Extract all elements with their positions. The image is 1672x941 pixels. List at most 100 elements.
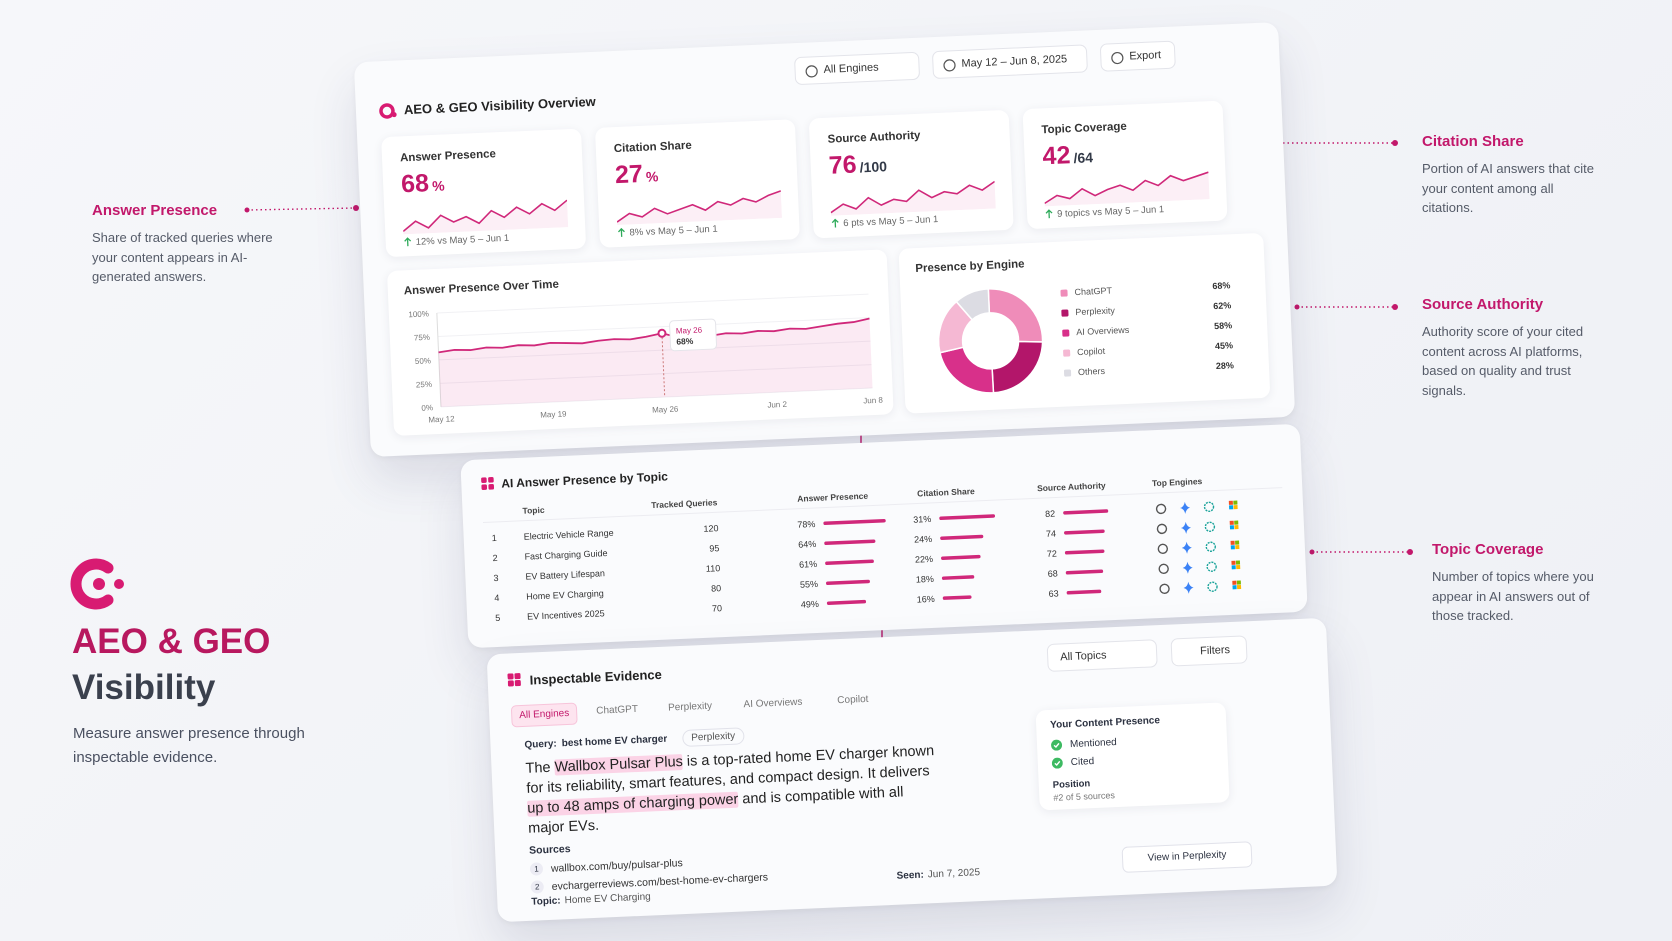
engine-icon	[1206, 561, 1217, 572]
engine-icon	[1232, 580, 1237, 585]
topic-table: AI Answer Presence by Topic Topic Tracked …	[481, 469, 1283, 623]
engine-tab[interactable]: Perplexity	[667, 700, 713, 714]
grid-line	[439, 364, 872, 384]
table-cell: 61%	[799, 559, 817, 570]
legend-label: Copilot	[1077, 346, 1106, 357]
brand-logo	[70, 558, 124, 610]
icon-shape	[943, 59, 956, 72]
filters-button[interactable]: Filters	[1170, 635, 1248, 667]
answer-segment: The	[525, 759, 555, 777]
engine-icon	[1183, 581, 1194, 594]
kpi-value: 27%	[614, 159, 658, 190]
table-cell: EV Incentives 2025	[527, 608, 605, 621]
line-chart: Answer Presence Over Time 0% 25% 50% 75% 100%…	[404, 279, 884, 425]
x-tick-label: May 12	[428, 414, 455, 424]
table-cell: 16%	[917, 594, 935, 605]
table-cell: Home EV Charging	[526, 588, 604, 601]
value-label: 28%	[1216, 360, 1234, 371]
callout-text: Number of topics where you appear in AI …	[1432, 569, 1594, 623]
engine-filter[interactable]: All Engines	[794, 51, 921, 86]
position-label: Position	[1052, 778, 1091, 791]
topic-row: Topic: Home EV Charging	[531, 892, 651, 908]
x-tick-label: Jun 8	[863, 396, 883, 406]
engine-tab[interactable]: AI Overviews	[743, 696, 803, 711]
engine-tab[interactable]: All Engines	[510, 702, 578, 728]
sparkline-line	[830, 180, 996, 214]
legend-swatch	[1063, 369, 1072, 377]
dot	[353, 205, 359, 211]
legend-label: AI Overviews	[1076, 325, 1130, 337]
engine-icon	[1236, 584, 1242, 590]
tooltip-label: May 26	[676, 325, 703, 335]
donut-segment	[991, 340, 1044, 394]
source-url[interactable]: evchargerreviews.com/best-home-ev-charge…	[551, 870, 769, 893]
seen-value: Jun 7, 2025	[927, 867, 981, 881]
tooltip-box	[669, 318, 717, 352]
logo-arc	[70, 558, 114, 610]
kpi-unit: /100	[859, 158, 888, 176]
source-row: 1 wallbox.com/buy/pulsar-plus	[529, 856, 683, 876]
source-number: 2	[530, 880, 545, 894]
presence-label: Cited	[1070, 756, 1095, 769]
table-cell: 68	[1048, 568, 1058, 578]
source-url[interactable]: wallbox.com/buy/pulsar-plus	[550, 856, 683, 875]
brand-title: Visibility	[72, 668, 216, 707]
bar	[824, 539, 876, 546]
engine-tab[interactable]: Copilot	[837, 693, 869, 707]
callout-text: Authority score of your cited content ac…	[1422, 324, 1584, 398]
engine-icon	[1157, 543, 1169, 555]
column-header: Source Authority	[1037, 480, 1106, 493]
position-value: #2 of 5 sources	[1053, 790, 1116, 803]
arrow-up	[404, 237, 412, 247]
callout-text: Portion of AI answers that cite your con…	[1422, 161, 1594, 215]
seen-row: Seen: Jun 7, 2025	[896, 867, 980, 882]
date-filter[interactable]: May 12 – Jun 8, 2025	[931, 44, 1088, 80]
engine-icon	[1235, 540, 1240, 545]
bar	[941, 575, 975, 580]
table-cell: 3	[493, 573, 498, 583]
query-text: best home EV charger	[561, 733, 668, 750]
query-label: Query:	[524, 738, 558, 751]
table-cell: 72	[1047, 548, 1057, 558]
kpi-label: Source Authority	[827, 129, 921, 146]
engine-icon	[1181, 541, 1192, 554]
panel-logo	[379, 103, 397, 119]
kpi-number: 68	[400, 169, 430, 199]
kpi-value: 68%	[401, 169, 445, 200]
icon	[805, 65, 818, 78]
kpi-number: 27	[614, 159, 644, 190]
engine-icon	[1229, 525, 1235, 530]
topic-label: Topic:	[531, 895, 561, 908]
dot	[244, 207, 250, 213]
panel-title: AEO & GEO Visibility Overview	[403, 93, 597, 118]
kpi-value: 42/64	[1042, 140, 1093, 171]
kpi-change: 12% vs May 5 – Jun 1	[415, 232, 510, 248]
export-button[interactable]: Export	[1099, 40, 1176, 72]
y-tick-label: 50%	[415, 356, 431, 366]
table-cell: 22%	[915, 554, 933, 565]
line-chart-card: Answer Presence Over Time 0% 25% 50% 75% 100%…	[386, 249, 894, 436]
view-button[interactable]: View in Perplexity	[1121, 841, 1253, 873]
overview-panel: AEO & GEO Visibility Overview All Engines…	[353, 22, 1296, 457]
tooltip-guide	[661, 333, 666, 398]
table-cell: Electric Vehicle Range	[523, 528, 613, 542]
topic-filter[interactable]: All Topics	[1046, 639, 1158, 672]
tooltip-value: 68%	[676, 336, 694, 347]
table-title: AI Answer Presence by Topic	[501, 469, 669, 490]
bar	[826, 599, 867, 605]
sparkline	[616, 190, 783, 226]
kpi-label: Citation Share	[613, 139, 693, 156]
arrow-up	[1045, 209, 1053, 219]
sparkline	[830, 180, 996, 216]
engine-icon	[1232, 585, 1237, 590]
bar	[939, 514, 996, 520]
engine-tab[interactable]: ChatGPT	[596, 703, 639, 717]
table-cell: 2	[492, 553, 497, 563]
table-cell: 64%	[798, 539, 816, 550]
filters-label: Filters	[1199, 644, 1231, 658]
engine-icon	[1235, 560, 1241, 565]
engine-icon	[1233, 500, 1238, 505]
presence-box: Your Content Presence Mentioned Cited Posit…	[1035, 702, 1230, 811]
header-rule	[483, 487, 1283, 523]
